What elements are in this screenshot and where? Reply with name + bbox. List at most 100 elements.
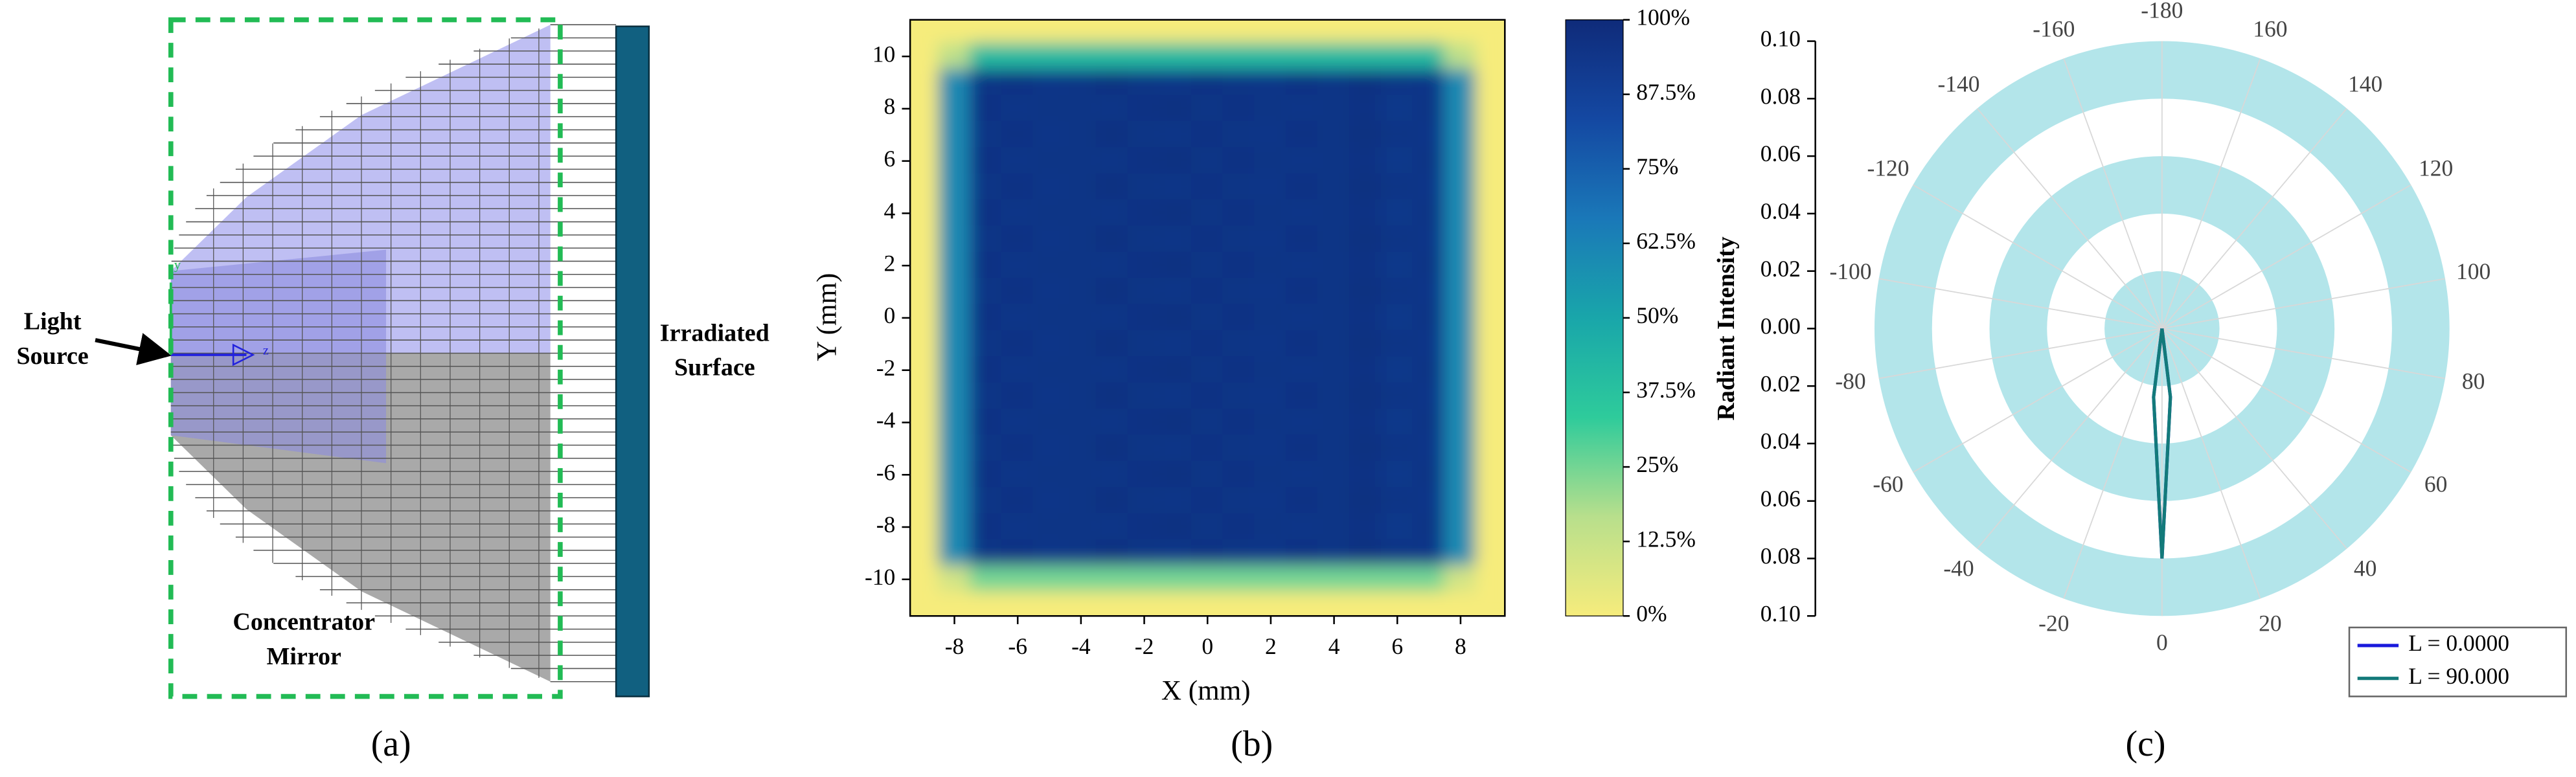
cell [1444, 42, 1477, 71]
cell [1032, 409, 1066, 436]
cell [1127, 42, 1161, 71]
r-tick-label: 0.02 [1761, 370, 1801, 396]
r-tick-label: 0.02 [1761, 256, 1801, 282]
r-tick-label: 0.08 [1761, 543, 1801, 569]
cell [1349, 330, 1383, 358]
cell [1096, 591, 1130, 616]
cell [1380, 278, 1414, 306]
cell [1317, 434, 1351, 463]
cell [1191, 120, 1224, 149]
cell [1444, 304, 1477, 332]
cell [1476, 69, 1505, 96]
cell [969, 356, 1003, 385]
cell [1476, 460, 1505, 489]
y-tick-label: -10 [865, 564, 895, 590]
cell [1444, 251, 1477, 280]
heatmap [910, 19, 1505, 616]
cell [1349, 304, 1383, 332]
cell [1159, 513, 1193, 541]
cell [1032, 304, 1066, 332]
cell [1159, 330, 1193, 358]
cell [937, 409, 972, 436]
cell [1096, 409, 1130, 436]
cell [937, 199, 972, 227]
colorbar-label: 25% [1636, 451, 1678, 477]
cell [1412, 42, 1446, 71]
cell [1127, 147, 1161, 175]
cell [1476, 513, 1505, 541]
cell [1191, 539, 1224, 567]
cell [1222, 69, 1256, 96]
cell [937, 513, 972, 541]
cell [1001, 565, 1034, 594]
cell [1412, 591, 1446, 616]
cell [1191, 460, 1224, 489]
colorbar-label: 100% [1636, 5, 1690, 30]
cell [1286, 147, 1319, 175]
cell [1032, 251, 1066, 280]
cell [1222, 304, 1256, 332]
label: Source [17, 343, 89, 370]
cell [1444, 173, 1477, 201]
legend [2348, 626, 2568, 697]
cell [937, 69, 972, 96]
cell [1032, 69, 1066, 96]
cell [1222, 278, 1256, 306]
cell [1412, 147, 1446, 175]
cell [1064, 565, 1098, 594]
cell [1380, 434, 1414, 463]
cell [1254, 69, 1288, 96]
cell [1159, 225, 1193, 254]
cell [969, 409, 1003, 436]
cell [1127, 409, 1161, 436]
cell [969, 69, 1003, 96]
cell [1159, 382, 1193, 411]
cell [910, 278, 940, 306]
cell [1286, 173, 1319, 201]
cell [937, 487, 972, 515]
spoke [2161, 328, 2411, 473]
cell [1064, 19, 1098, 45]
cell [1159, 95, 1193, 123]
cell [1001, 330, 1034, 358]
cell [1222, 95, 1256, 123]
cell [1222, 513, 1256, 541]
cell [1317, 199, 1351, 227]
cell [1286, 565, 1319, 594]
cell [1380, 591, 1414, 616]
cell [910, 42, 940, 71]
cell [1444, 434, 1477, 463]
cell [1254, 487, 1288, 515]
cell [1222, 42, 1256, 71]
angle-label: 20 [2259, 610, 2282, 636]
cell [1159, 278, 1193, 306]
cell [1127, 434, 1161, 463]
angle-label: -160 [2033, 16, 2075, 42]
cell [1349, 539, 1383, 567]
angle-label: -40 [1943, 556, 1974, 581]
cell [1127, 69, 1161, 96]
legend-label: L = 90.000 [2408, 663, 2509, 689]
cell [1317, 539, 1351, 567]
cell [1476, 199, 1505, 227]
cell [1032, 42, 1066, 71]
angle-label: 100 [2456, 258, 2491, 284]
cell [1191, 278, 1224, 306]
cell [969, 591, 1003, 616]
cell [1317, 409, 1351, 436]
cell [1064, 199, 1098, 227]
cell [1001, 95, 1034, 123]
cell [969, 565, 1003, 594]
cell [1222, 225, 1256, 254]
cell [1476, 434, 1505, 463]
cell [1064, 460, 1098, 489]
cell [1001, 591, 1034, 616]
cell [1001, 513, 1034, 541]
cell [1317, 330, 1351, 358]
cell [1096, 330, 1130, 358]
cell [1191, 173, 1224, 201]
cell [1380, 356, 1414, 385]
cell [1444, 147, 1477, 175]
cell [937, 434, 972, 463]
cell [1159, 19, 1193, 45]
